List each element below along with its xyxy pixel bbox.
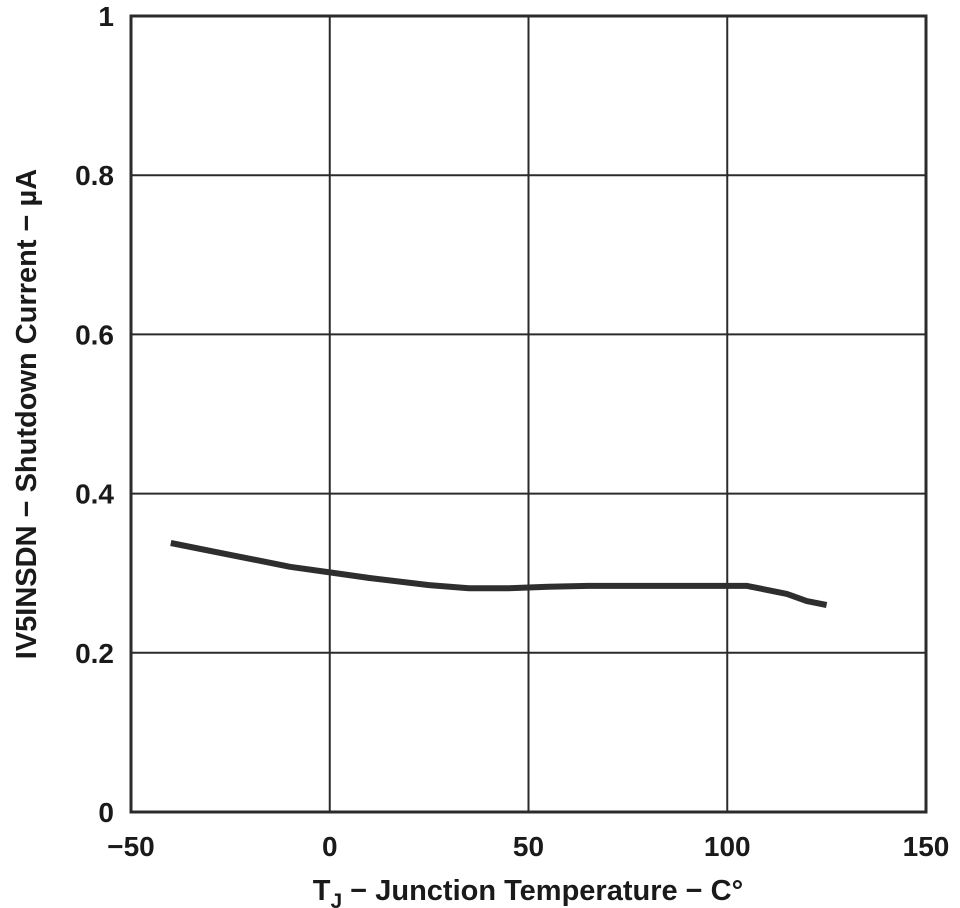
- x-tick-label: 100: [704, 831, 751, 862]
- x-tick-labels: −50 0 50 100 150: [107, 831, 949, 862]
- series-line: [170, 540, 828, 608]
- x-tick-label: 0: [322, 831, 338, 862]
- y-tick-label: 0: [98, 797, 114, 828]
- x-axis-label: TJ − Junction Temperature − C°: [313, 875, 743, 908]
- grid: [131, 16, 926, 812]
- y-tick-labels: 0 0.2 0.4 0.6 0.8 1: [75, 1, 114, 828]
- plot-frame: [129, 14, 928, 814]
- y-axis-label: IV5INSDN − Shutdown Current − µA: [11, 169, 43, 659]
- y-tick-label: 0.4: [75, 479, 114, 510]
- series-layer: [170, 540, 828, 608]
- x-tick-label: 150: [903, 831, 950, 862]
- x-tick-label: −50: [107, 831, 155, 862]
- x-tick-label: 50: [513, 831, 544, 862]
- y-tick-label: 1: [98, 1, 114, 32]
- y-tick-label: 0.2: [75, 638, 114, 669]
- y-tick-label: 0.8: [75, 160, 114, 191]
- y-tick-label: 0.6: [75, 319, 114, 350]
